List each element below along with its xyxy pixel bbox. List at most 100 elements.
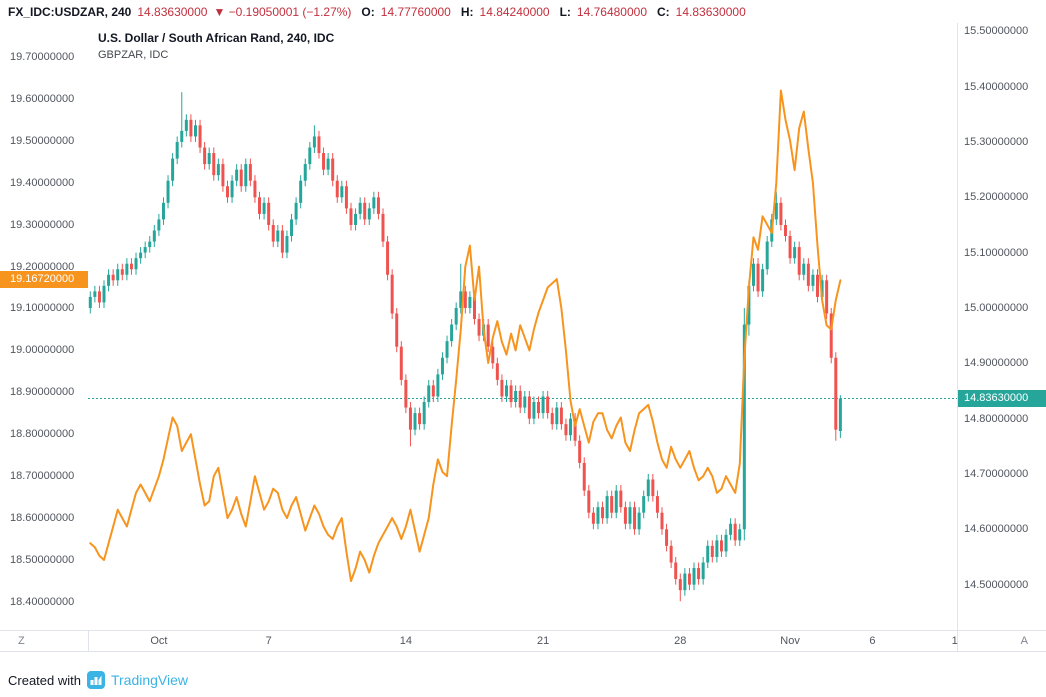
candle-body xyxy=(701,562,705,580)
high-value: 14.84240000 xyxy=(479,4,550,19)
candle-body xyxy=(601,507,605,519)
candle-body xyxy=(838,398,842,432)
candle-body xyxy=(546,396,550,414)
candle-body xyxy=(683,573,687,591)
candle-body xyxy=(733,523,737,541)
candle-body xyxy=(532,402,536,419)
candle-body xyxy=(294,202,298,220)
candle-body xyxy=(248,164,252,181)
candle-body xyxy=(738,529,742,541)
candle-body xyxy=(253,180,257,198)
candle-body xyxy=(806,263,810,286)
candle-body xyxy=(349,208,353,225)
candle-body xyxy=(610,496,614,513)
candle-body xyxy=(514,390,518,403)
time-tick-label: 14 xyxy=(399,635,412,647)
candle-body xyxy=(303,164,307,181)
candle-body xyxy=(157,219,161,231)
candle-body xyxy=(518,390,522,408)
overlay-series-label[interactable]: GBPZAR, IDC xyxy=(98,49,169,61)
price-tick-label: 14.80000000 xyxy=(964,412,1029,425)
candle-body xyxy=(212,153,216,176)
price-tick-label: 19.20000000 xyxy=(10,260,75,273)
candle-body xyxy=(171,158,175,181)
candle-body xyxy=(152,230,156,242)
candle-body xyxy=(774,202,778,220)
candle-body xyxy=(390,274,394,314)
candle-body xyxy=(674,562,678,580)
candle-body xyxy=(290,219,294,237)
candle-body xyxy=(500,379,504,397)
candle-body xyxy=(107,274,111,286)
candle-body xyxy=(198,125,202,148)
candle-body xyxy=(299,180,303,203)
time-tick-label: 28 xyxy=(674,635,687,647)
price-tick-label: 15.50000000 xyxy=(964,25,1029,38)
candle-body xyxy=(340,186,344,198)
candle-body xyxy=(436,374,440,397)
candle-body xyxy=(129,263,133,270)
chart-title[interactable]: U.S. Dollar / South African Rand, 240, I… xyxy=(98,31,335,45)
candle-body xyxy=(161,202,165,220)
candle-body xyxy=(440,357,444,375)
price-tick-label: 19.50000000 xyxy=(10,134,75,147)
chart-legend[interactable]: U.S. Dollar / South African Rand, 240, I… xyxy=(98,31,334,61)
candle-body xyxy=(761,269,765,292)
price-tick-label: 15.10000000 xyxy=(964,246,1029,259)
candle-body xyxy=(193,125,197,137)
candle-body xyxy=(372,197,376,209)
candle-body xyxy=(802,263,806,275)
price-tick-label: 14.90000000 xyxy=(964,357,1029,370)
last-price-badge: 14.83630000 xyxy=(958,389,1046,407)
candle-body xyxy=(454,307,458,325)
candle-body xyxy=(408,407,412,430)
candle-body xyxy=(710,545,714,557)
time-tick-label: 1 xyxy=(951,635,958,647)
candle-body xyxy=(834,357,838,430)
candle-body xyxy=(326,158,330,170)
candle-body xyxy=(235,169,239,181)
candle-body xyxy=(687,573,691,585)
candle-body xyxy=(189,119,193,137)
time-tick-label: 7 xyxy=(265,635,272,647)
candle-body xyxy=(578,440,582,463)
tradingview-logo-icon xyxy=(86,671,105,689)
price-tick-label: 14.70000000 xyxy=(964,467,1029,480)
candle-body xyxy=(559,407,563,425)
candle-body xyxy=(244,164,248,187)
price-tick-label: 15.30000000 xyxy=(964,135,1029,148)
time-axis[interactable]: Z A Oct 7 14 21 28 Nov 6 1 xyxy=(0,630,1046,652)
candle-body xyxy=(742,324,746,530)
price-axis-right[interactable]: 15.50000000 15.40000000 15.30000000 15.2000… xyxy=(957,23,1046,630)
candle-body xyxy=(623,507,627,524)
candle-body xyxy=(619,490,623,508)
tradingview-brand-link[interactable]: TradingView xyxy=(110,672,189,688)
candle-body xyxy=(258,197,262,214)
price-tick-label: 18.60000000 xyxy=(10,512,75,525)
candle-body xyxy=(614,490,618,513)
candle-body xyxy=(445,341,449,358)
candle-body xyxy=(225,186,229,198)
candle-body xyxy=(463,291,467,308)
last-price: 14.83630000 xyxy=(137,4,208,19)
candle-body xyxy=(344,186,348,209)
time-tick-label: Nov xyxy=(780,635,800,647)
candle-body xyxy=(285,236,289,253)
candle-body xyxy=(697,568,701,580)
low-label: L: xyxy=(559,4,571,19)
created-with-label: Created with xyxy=(8,672,81,688)
candle-body xyxy=(715,540,719,557)
symbol-label[interactable]: FX_IDC:USDZAR, 240 xyxy=(8,4,132,19)
candle-body xyxy=(587,490,591,513)
main-chart-canvas[interactable] xyxy=(88,23,957,630)
candle-body xyxy=(825,280,829,314)
candle-body xyxy=(486,324,490,347)
candle-body xyxy=(354,213,358,225)
candle-body xyxy=(450,324,454,342)
candle-body xyxy=(829,313,833,358)
price-axis-left[interactable]: 19.70000000 19.60000000 19.50000000 19.4000… xyxy=(0,23,89,630)
candle-body xyxy=(358,202,362,214)
price-tick-label: 15.00000000 xyxy=(964,301,1029,314)
candle-body xyxy=(637,512,641,530)
candle-body xyxy=(491,346,495,364)
